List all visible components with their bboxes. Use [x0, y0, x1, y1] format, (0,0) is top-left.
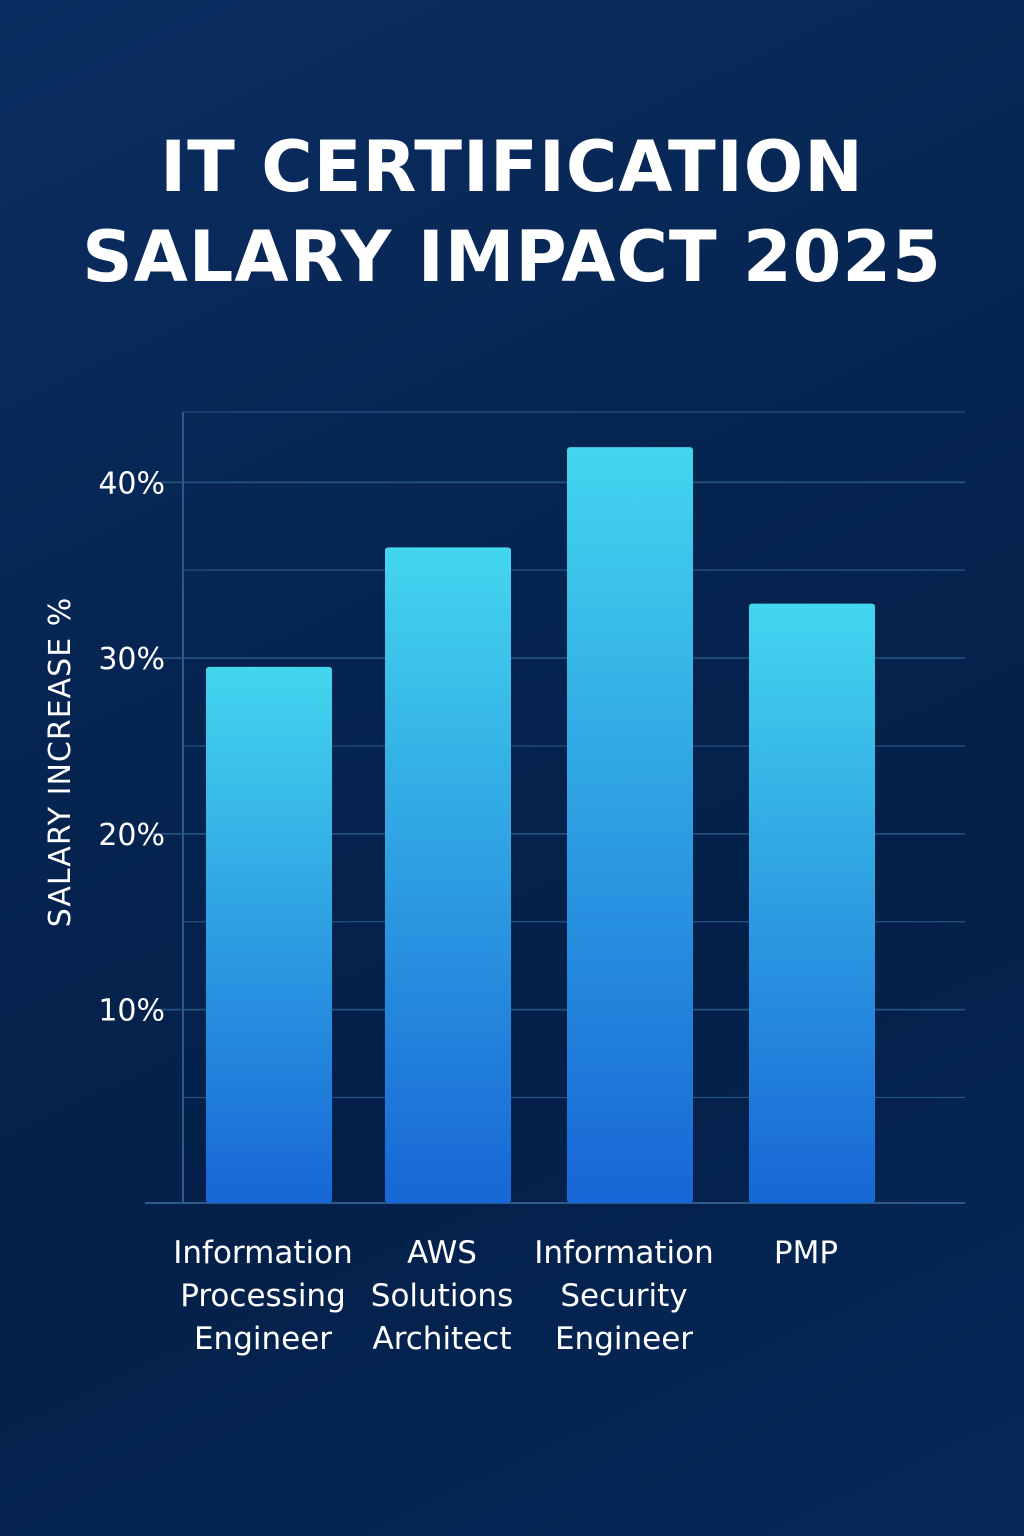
category-label-line: PMP — [774, 1235, 838, 1271]
bar-1 — [206, 666, 332, 1203]
category-label: Information Security Engineer — [534, 1235, 713, 1357]
chart-title-line-2: SALARY IMPACT 2025 — [82, 216, 942, 298]
bar-2 — [385, 547, 511, 1203]
category-label-line: Engineer — [555, 1321, 693, 1357]
chart-title-line-1: IT CERTIFICATION — [160, 126, 864, 208]
y-tick-label: 30% — [98, 642, 165, 677]
y-tick-label: 10% — [98, 994, 165, 1029]
chart-title: IT CERTIFICATION SALARY IMPACT 2025 — [0, 122, 1024, 302]
bar-3 — [567, 447, 693, 1204]
category-label: Information Processing Engineer — [173, 1235, 352, 1357]
y-axis-label: SALARY INCREASE % — [43, 597, 78, 927]
category-label-line: Solutions — [371, 1278, 513, 1314]
category-label-line: Architect — [372, 1321, 511, 1357]
category-label-line: Processing — [180, 1278, 346, 1314]
category-label-line: AWS — [407, 1235, 477, 1271]
category-label: PMP — [774, 1235, 838, 1271]
category-label-line: Information — [173, 1235, 352, 1271]
category-label-line: Security — [560, 1278, 687, 1314]
category-label: AWS Solutions Architect — [371, 1235, 513, 1357]
y-tick-label: 20% — [98, 818, 165, 853]
y-tick-labels: 10% 20% 30% 40% — [98, 466, 165, 1028]
category-label-line: Engineer — [194, 1321, 332, 1357]
category-labels: Information Processing Engineer AWS Solution… — [173, 1235, 838, 1357]
y-tick-label: 40% — [98, 466, 165, 501]
bar-4 — [749, 603, 875, 1203]
category-label-line: Information — [534, 1235, 713, 1271]
bars — [206, 447, 875, 1204]
